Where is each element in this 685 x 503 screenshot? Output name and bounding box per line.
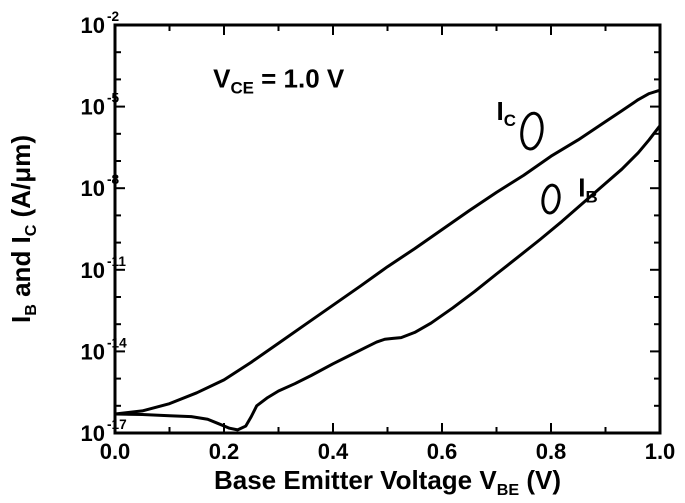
x-tick-label: 0.8 xyxy=(536,439,567,464)
svg-text:-14: -14 xyxy=(107,335,127,350)
x-tick-label: 0.6 xyxy=(427,439,458,464)
svg-text:10: 10 xyxy=(81,339,105,364)
svg-text:10: 10 xyxy=(81,258,105,283)
svg-text:-8: -8 xyxy=(107,172,120,187)
svg-text:10: 10 xyxy=(81,421,105,446)
svg-text:-11: -11 xyxy=(107,254,126,269)
x-tick-label: 1.0 xyxy=(645,439,676,464)
svg-text:-17: -17 xyxy=(107,417,127,432)
svg-text:10: 10 xyxy=(81,176,105,201)
x-tick-label: 0.4 xyxy=(318,439,349,464)
x-tick-label: 0.2 xyxy=(209,439,240,464)
chart-container: 0.00.20.40.60.81.010-1710-1410-1110-810-… xyxy=(0,0,685,503)
svg-text:10: 10 xyxy=(81,95,105,120)
svg-text:-5: -5 xyxy=(107,91,120,106)
chart-svg: 0.00.20.40.60.81.010-1710-1410-1110-810-… xyxy=(0,0,685,503)
svg-text:10: 10 xyxy=(81,13,105,38)
svg-text:-2: -2 xyxy=(107,9,120,24)
